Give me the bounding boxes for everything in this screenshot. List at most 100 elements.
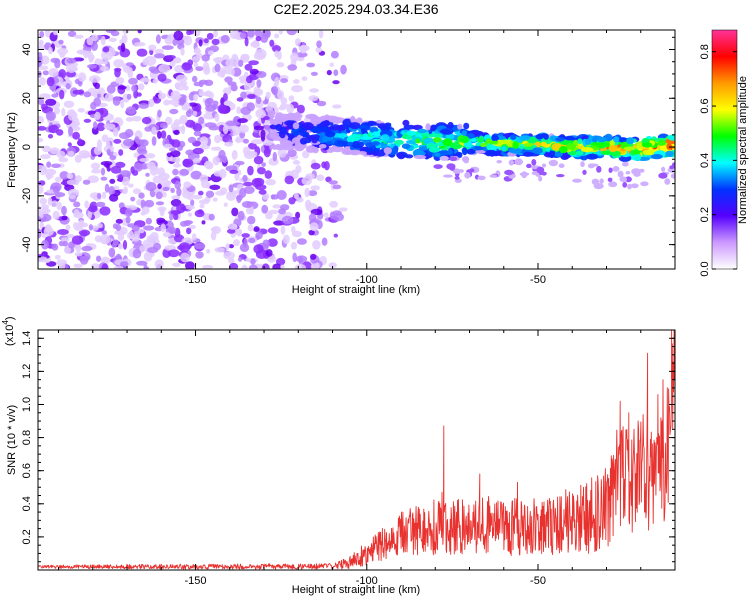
noise-blob: [47, 134, 54, 139]
signal-blob: [274, 114, 281, 122]
noise-blob: [227, 228, 236, 234]
noise-blob: [170, 187, 175, 193]
signal-blob: [457, 152, 463, 158]
noise-blob: [91, 126, 99, 135]
signal-blob: [496, 160, 503, 164]
signal-blob: [372, 131, 381, 137]
signal-blob: [267, 109, 276, 117]
noise-blob: [52, 185, 61, 194]
noise-blob: [133, 162, 143, 172]
noise-blob: [213, 170, 223, 177]
noise-blob: [72, 131, 80, 140]
noise-blob: [205, 190, 215, 198]
noise-blob: [185, 205, 195, 210]
signal-blob: [469, 168, 475, 173]
noise-blob: [247, 165, 254, 176]
noise-blob: [255, 231, 263, 240]
noise-blob: [95, 201, 106, 208]
noise-blob: [108, 186, 115, 196]
snr-panel: -150 -100 -50 0.2 0.4 0.6 0.8 1.0 1.2 1.4 Height…: [1, 316, 676, 596]
signal-blob: [415, 138, 421, 144]
noise-blob: [38, 51, 43, 62]
noise-blob: [72, 89, 85, 95]
signal-blob: [393, 139, 404, 145]
colorbar-tick-label: 0.0: [699, 261, 711, 276]
noise-blob: [280, 225, 286, 235]
noise-blob: [328, 262, 337, 269]
noise-blob: [296, 197, 304, 203]
noise-blob: [219, 187, 228, 195]
noise-blob: [245, 257, 250, 262]
noise-blob: [174, 180, 181, 190]
noise-blob: [138, 103, 150, 109]
noise-blob: [38, 65, 49, 71]
signal-blob: [632, 150, 641, 155]
noise-blob: [77, 138, 82, 145]
noise-blob: [202, 61, 210, 72]
noise-blob: [57, 229, 69, 235]
noise-blob: [210, 227, 217, 232]
signal-blob: [540, 141, 547, 147]
signal-blob: [626, 137, 635, 145]
snr-x-label: Height of straight line (km): [292, 584, 420, 596]
signal-blob: [664, 178, 671, 185]
noise-blob: [141, 206, 150, 215]
signal-blob: [523, 143, 534, 147]
noise-blob: [210, 146, 222, 151]
noise-blob: [49, 147, 60, 155]
signal-blob: [591, 178, 600, 185]
noise-blob: [265, 212, 273, 220]
noise-blob: [239, 32, 247, 39]
signal-blob: [434, 152, 441, 157]
noise-blob: [89, 75, 101, 83]
noise-blob: [265, 179, 277, 186]
noise-blob: [67, 150, 75, 157]
noise-blob: [199, 174, 209, 183]
noise-blob: [256, 79, 262, 88]
noise-blob: [131, 233, 140, 242]
noise-blob: [241, 233, 250, 238]
noise-blob: [189, 224, 196, 230]
noise-blob: [237, 210, 245, 221]
noise-blob: [250, 258, 256, 265]
noise-blob: [262, 99, 268, 105]
noise-blob: [159, 122, 168, 129]
noise-blob: [163, 99, 171, 106]
noise-blob: [278, 208, 286, 215]
noise-blob: [271, 86, 278, 96]
noise-blob: [136, 92, 142, 97]
noise-blob: [240, 106, 251, 115]
noise-blob: [254, 88, 264, 97]
noise-blob: [204, 79, 214, 87]
noise-blob: [51, 243, 59, 251]
signal-blob: [489, 174, 498, 178]
noise-blob: [175, 74, 188, 83]
noise-blob: [117, 174, 124, 182]
noise-blob: [172, 168, 179, 176]
noise-blob: [248, 264, 258, 269]
noise-blob: [316, 100, 327, 107]
noise-blob: [155, 34, 161, 44]
noise-blob: [301, 76, 308, 81]
noise-blob: [109, 155, 117, 161]
noise-blob: [117, 233, 125, 241]
noise-blob: [290, 241, 297, 250]
noise-blob: [202, 264, 214, 269]
noise-blob: [228, 184, 234, 193]
noise-blob: [66, 63, 77, 73]
signal-blob: [336, 124, 346, 131]
signal-blob: [535, 133, 545, 140]
colorbar-ticks: 0.0 0.2 0.4 0.6 0.8: [699, 44, 737, 277]
noise-blob: [243, 82, 252, 91]
noise-blob: [120, 99, 125, 109]
signal-blob: [548, 150, 555, 159]
noise-blob: [326, 69, 332, 76]
signal-blob: [431, 133, 444, 138]
signal-blob: [599, 178, 604, 184]
noise-blob: [212, 156, 220, 166]
noise-blob: [296, 52, 308, 58]
signal-blob: [461, 130, 468, 136]
noise-blob: [340, 64, 347, 75]
noise-blob: [293, 192, 299, 200]
